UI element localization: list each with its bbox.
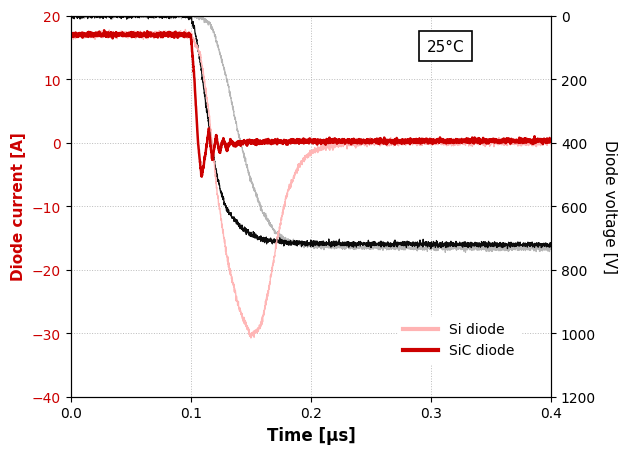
SiC diode: [487, 137, 494, 142]
Text: 25°C: 25°C: [426, 40, 464, 55]
Si diode: [181, 28, 189, 33]
Legend: Si diode, SiC diode: Si diode, SiC diode: [398, 317, 520, 363]
Y-axis label: Diode voltage [V]: Diode voltage [V]: [602, 140, 617, 273]
Y-axis label: Diode current [A]: Diode current [A]: [11, 132, 26, 281]
Si diode: [548, 142, 555, 147]
Line: Si diode: Si diode: [70, 30, 551, 338]
SiC diode: [251, 141, 259, 147]
SiC diode: [273, 139, 280, 144]
Si diode: [273, 241, 280, 247]
SiC diode: [548, 139, 555, 144]
Si diode: [251, 329, 259, 335]
X-axis label: Time [μs]: Time [μs]: [266, 426, 355, 444]
SiC diode: [198, 175, 205, 180]
SiC diode: [67, 32, 74, 38]
Line: SiC diode: SiC diode: [70, 31, 551, 177]
Si diode: [487, 141, 494, 146]
Si diode: [122, 35, 129, 40]
Si diode: [150, 32, 158, 37]
Si diode: [247, 335, 255, 341]
SiC diode: [150, 32, 158, 38]
SiC diode: [100, 29, 108, 34]
Si diode: [538, 140, 546, 146]
Si diode: [67, 36, 74, 41]
SiC diode: [122, 33, 129, 39]
SiC diode: [538, 138, 546, 143]
